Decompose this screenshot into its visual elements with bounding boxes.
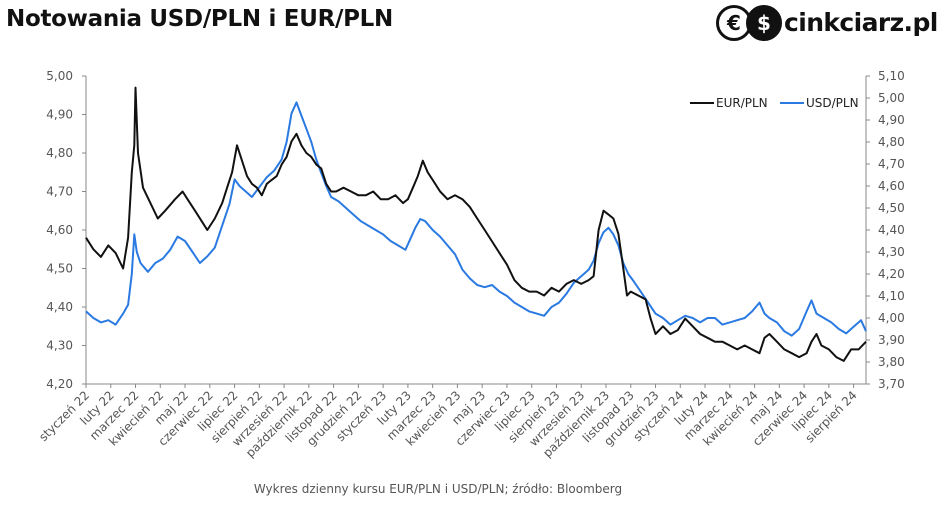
- y-right-tick-label: 4,60: [878, 179, 905, 193]
- brand-name: cinkciarz.pl: [784, 7, 938, 37]
- y-left-tick-label: 4,80: [46, 146, 73, 160]
- y-right-tick-label: 5,00: [878, 91, 905, 105]
- y-left-tick-label: 5,00: [46, 69, 73, 83]
- y-left-tick-label: 4,50: [46, 262, 73, 276]
- y-right-tick-label: 3,80: [878, 355, 905, 369]
- y-right-tick-label: 4,40: [878, 223, 905, 237]
- y-left-tick-label: 4,90: [46, 108, 73, 122]
- y-right-tick-label: 3,90: [878, 333, 905, 347]
- brand-logo: € $ cinkciarz.pl: [714, 2, 938, 42]
- series-line-eur-pln: [85, 86, 867, 362]
- page-title: Notowania USD/PLN i EUR/PLN: [6, 6, 393, 32]
- y-left-tick-label: 4,40: [46, 300, 73, 314]
- y-right-tick-label: 5,10: [878, 69, 905, 83]
- legend-label-usd-pln: USD/PLN: [806, 96, 859, 110]
- y-right-tick-label: 4,30: [878, 245, 905, 259]
- legend-label-eur-pln: EUR/PLN: [716, 96, 768, 110]
- y-right-tick-label: 4,10: [878, 289, 905, 303]
- y-left-tick-label: 4,70: [46, 185, 73, 199]
- y-right-tick-label: 4,80: [878, 135, 905, 149]
- y-right-tick-label: 3,70: [878, 377, 905, 391]
- y-right-tick-label: 4,70: [878, 157, 905, 171]
- chart-caption: Wykres dzienny kursu EUR/PLN i USD/PLN; …: [253, 482, 623, 496]
- y-right-tick-label: 4,90: [878, 113, 905, 127]
- y-left-tick-label: 4,30: [46, 339, 73, 353]
- series-line-usd-pln: [85, 101, 867, 337]
- y-right-tick-label: 4,00: [878, 311, 905, 325]
- y-right-tick-label: 4,50: [878, 201, 905, 215]
- y-left-tick-label: 4,60: [46, 223, 73, 237]
- y-right-tick-label: 4,20: [878, 267, 905, 281]
- dollar-coin-icon: $: [746, 5, 782, 41]
- currency-coins-icon: € $: [714, 3, 784, 41]
- y-left-tick-label: 4,20: [46, 377, 73, 391]
